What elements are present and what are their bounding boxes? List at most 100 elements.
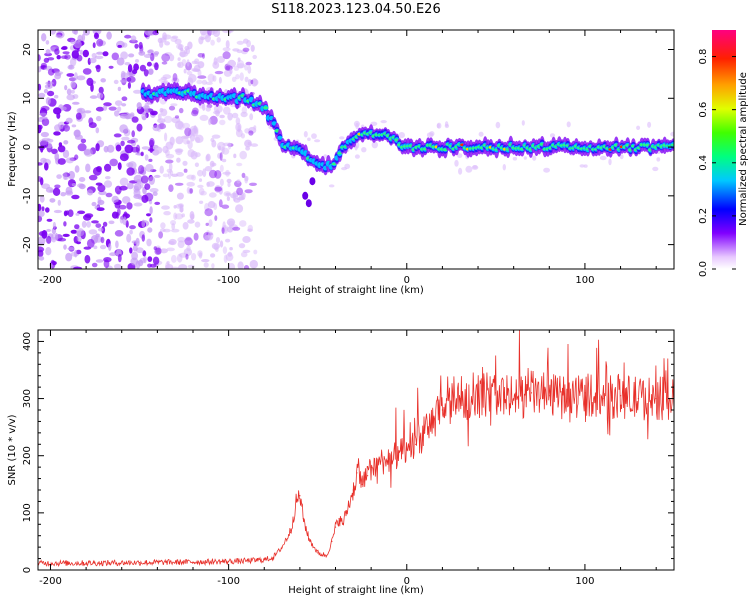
noise-blob bbox=[178, 107, 184, 114]
noise-blob bbox=[60, 46, 68, 51]
noise-blob bbox=[119, 185, 128, 191]
noise-blob bbox=[354, 154, 360, 159]
snr-point bbox=[138, 562, 141, 564]
noise-blob bbox=[135, 247, 144, 254]
noise-blob bbox=[163, 79, 168, 85]
snr-point bbox=[302, 518, 304, 520]
noise-blob bbox=[457, 153, 463, 159]
noise-blob bbox=[204, 234, 213, 241]
noise-blob bbox=[656, 157, 661, 162]
noise-blob bbox=[96, 51, 104, 55]
noise-blob bbox=[163, 211, 171, 216]
noise-blob bbox=[95, 115, 102, 122]
noise-blob bbox=[149, 217, 153, 223]
noise-blob bbox=[106, 31, 112, 40]
noise-blob bbox=[191, 253, 197, 261]
noise-blob bbox=[39, 116, 48, 120]
noise-blob bbox=[131, 240, 139, 244]
noise-blob bbox=[205, 222, 209, 226]
snr-point bbox=[308, 538, 310, 540]
noise-blob bbox=[209, 115, 218, 125]
noise-blob bbox=[218, 76, 222, 84]
noise-blob bbox=[208, 219, 213, 228]
noise-blob bbox=[76, 228, 85, 237]
noise-blob bbox=[236, 59, 245, 69]
noise-blob bbox=[213, 104, 223, 114]
noise-blob bbox=[62, 149, 70, 159]
noise-blob bbox=[40, 177, 44, 186]
noise-blob bbox=[196, 79, 203, 85]
noise-blob bbox=[45, 207, 50, 213]
noise-blob bbox=[249, 113, 254, 121]
noise-blob bbox=[199, 30, 208, 36]
colorbar-tick-label: 0.2 bbox=[698, 208, 709, 224]
x-tick-label: 100 bbox=[575, 275, 594, 286]
noise-blob bbox=[549, 133, 556, 138]
noise-blob bbox=[149, 206, 153, 215]
noise-blob bbox=[227, 182, 231, 188]
y-tick-label: -20 bbox=[22, 236, 33, 252]
noise-blob bbox=[126, 182, 134, 190]
noise-blob bbox=[108, 243, 112, 251]
noise-blob bbox=[242, 47, 250, 52]
noise-blob bbox=[225, 192, 231, 196]
noise-blob bbox=[207, 231, 214, 240]
noise-blob bbox=[38, 92, 46, 98]
noise-blob bbox=[165, 141, 174, 150]
noise-blob bbox=[39, 195, 45, 203]
noise-blob bbox=[170, 103, 178, 107]
x-tick-label: -100 bbox=[217, 576, 240, 587]
noise-blob bbox=[90, 83, 94, 92]
noise-blob bbox=[56, 55, 61, 60]
noise-blob bbox=[102, 51, 109, 57]
noise-blob bbox=[121, 136, 130, 141]
noise-blob bbox=[138, 165, 145, 174]
noise-blob bbox=[41, 33, 47, 42]
noise-blob bbox=[44, 84, 53, 89]
noise-blob bbox=[182, 122, 191, 129]
noise-blob bbox=[38, 246, 45, 253]
noise-blob bbox=[76, 48, 80, 52]
noise-blob bbox=[54, 48, 60, 55]
noise-blob bbox=[177, 57, 181, 61]
snr-marks bbox=[38, 330, 674, 567]
noise-blob bbox=[472, 165, 478, 169]
y-tick-label: -10 bbox=[22, 188, 33, 204]
noise-blob bbox=[199, 200, 204, 204]
noise-blob bbox=[118, 204, 127, 210]
noise-blob bbox=[221, 158, 227, 163]
noise-blob bbox=[237, 57, 241, 62]
noise-blob bbox=[57, 158, 66, 165]
noise-blob bbox=[155, 247, 162, 255]
noise-blob bbox=[133, 63, 140, 71]
noise-blob bbox=[69, 57, 77, 67]
snr-point bbox=[441, 409, 443, 411]
snr-point bbox=[245, 560, 247, 562]
snr-point bbox=[338, 518, 340, 520]
noise-blob bbox=[49, 263, 53, 267]
noise-blob bbox=[248, 130, 254, 136]
noise-blob bbox=[235, 128, 243, 138]
noise-blob bbox=[106, 144, 115, 153]
noise-blob bbox=[532, 155, 537, 161]
noise-blob bbox=[195, 136, 201, 144]
noise-blob bbox=[226, 196, 230, 202]
noise-blob bbox=[52, 221, 57, 230]
noise-blob bbox=[121, 96, 128, 101]
snr-point bbox=[290, 529, 292, 531]
noise-blob bbox=[103, 180, 113, 188]
noise-blob bbox=[307, 137, 311, 142]
noise-blob bbox=[128, 53, 135, 58]
y-tick-label: 200 bbox=[22, 446, 33, 465]
noise-blob bbox=[94, 55, 104, 60]
heatmap-marks bbox=[38, 30, 674, 269]
noise-blob bbox=[236, 179, 241, 184]
noise-blob bbox=[583, 164, 588, 168]
noise-blob bbox=[174, 148, 184, 153]
x-tick-label: -100 bbox=[217, 275, 240, 286]
noise-blob bbox=[219, 164, 224, 172]
noise-blob bbox=[142, 105, 150, 110]
snr-ylabel: SNR (10 * v/v) bbox=[7, 414, 18, 485]
